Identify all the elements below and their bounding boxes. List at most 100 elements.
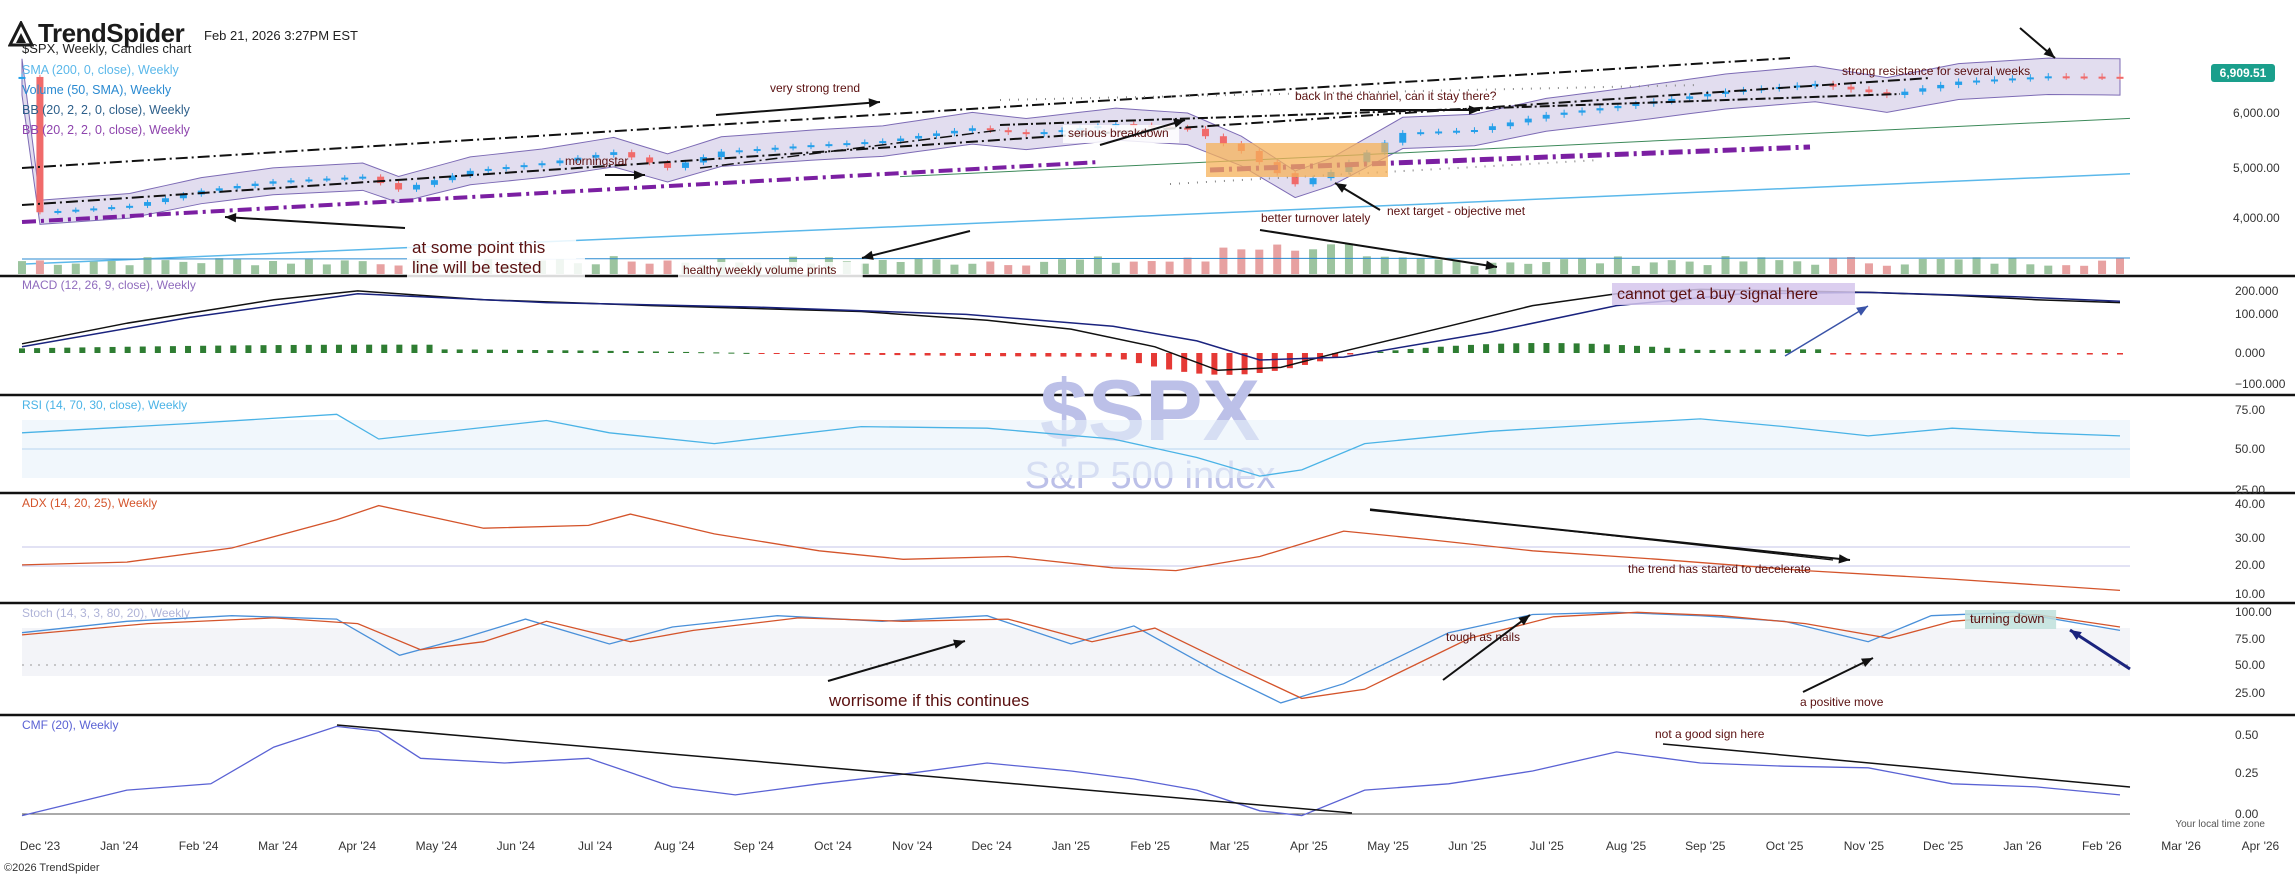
macd-histogram-bar	[1769, 349, 1776, 353]
volume-bar	[1022, 265, 1031, 274]
candle	[1022, 132, 1030, 135]
adx-line	[21, 504, 2121, 592]
stoch-d-line	[21, 611, 2121, 700]
candle	[1811, 83, 1819, 86]
volume-bar	[2080, 265, 2089, 274]
chart-title: $SPX, Weekly, Candles chart	[22, 41, 192, 56]
candle	[2098, 76, 2106, 79]
annotation-very-strong-trend: very strong trend	[770, 81, 860, 95]
volume-bar	[896, 261, 905, 274]
macd-histogram-bar	[154, 346, 161, 353]
macd-histogram-bar	[1347, 353, 1354, 355]
x-axis-label: Sep '24	[734, 839, 775, 853]
macd-histogram-bar	[441, 349, 448, 353]
annotation-tough-as-nails: tough as nails	[1446, 630, 1520, 644]
cmf-trend-line	[336, 724, 1353, 814]
macd-histogram-bar	[1377, 351, 1384, 353]
volume-bar	[1864, 263, 1873, 274]
macd-histogram-bar	[1573, 343, 1580, 353]
x-axis-label: Jun '25	[1448, 839, 1487, 853]
x-axis-label: Apr '26	[2242, 839, 2280, 853]
price-axis-tick: 4,000.00	[2233, 211, 2280, 225]
annotation-arrow	[1259, 229, 1498, 268]
indicator-legend[interactable]: SMA (200, 0, close), Weekly Volume (50, S…	[22, 60, 190, 140]
legend-item[interactable]: BB (20, 2, 2, 0, close), Weekly	[22, 103, 190, 117]
macd-axis-tick: 100.000	[2235, 307, 2279, 321]
candle	[377, 176, 385, 184]
macd-histogram-bar	[1815, 349, 1822, 353]
candle	[1704, 93, 1712, 97]
annotation-arrow	[2069, 628, 2131, 671]
volume-bar	[914, 258, 923, 274]
candle	[574, 157, 582, 161]
volume-bar	[2026, 264, 2035, 274]
x-axis-label: Apr '25	[1290, 839, 1328, 853]
macd-histogram-bar	[1422, 347, 1429, 353]
x-axis-label: Oct '24	[814, 839, 852, 853]
x-axis-label: May '24	[416, 839, 458, 853]
volume-bar	[1954, 259, 1963, 274]
candle	[664, 162, 672, 168]
macd-histogram-bar	[2026, 353, 2033, 355]
timezone-label[interactable]: Your local time zone	[2175, 819, 2265, 830]
macd-histogram-bar	[1860, 353, 1867, 355]
stoch-axis-tick: 75.00	[2235, 632, 2265, 646]
macd-histogram-bar	[1105, 353, 1112, 357]
annotation-cannot-buy: cannot get a buy signal here	[1617, 286, 1818, 303]
annotations: very strong trend morningstar serious brea…	[224, 27, 2131, 814]
macd-histogram-bar	[683, 351, 690, 353]
macd-histogram-bar	[1543, 342, 1550, 353]
channel-line	[699, 129, 1001, 169]
annotation-arrow	[1099, 119, 1186, 146]
arrowhead	[1468, 105, 1480, 115]
macd-histogram-bar	[245, 345, 252, 353]
macd-histogram-bar	[1634, 345, 1641, 353]
candle	[72, 209, 80, 212]
indicator-panes[interactable]: $SPXS&P 500 indexMACD (12, 26, 9, close)…	[19, 278, 2130, 817]
macd-histogram-bar	[185, 345, 192, 353]
macd-histogram-bar	[969, 353, 976, 356]
candle	[1542, 114, 1550, 119]
volume-bar	[1524, 263, 1533, 274]
upper-channel-line	[21, 57, 1791, 169]
volume-bar	[1380, 256, 1389, 274]
macd-histogram-bar	[1015, 353, 1022, 357]
legend-item[interactable]: Volume (50, SMA), Weekly	[22, 83, 172, 97]
annotation-arrow	[861, 230, 971, 259]
legend-item[interactable]: BB (20, 2, 2, 0, close), Weekly	[22, 123, 190, 137]
macd-histogram-bar	[818, 353, 825, 355]
annotation-arrow	[1442, 614, 1531, 681]
volume-bar	[1273, 244, 1282, 274]
x-axis-label: Apr '24	[338, 839, 376, 853]
volume-bar	[1416, 258, 1425, 274]
annotation-positive-move: a positive move	[1800, 695, 1884, 709]
macd-histogram-bar	[1241, 353, 1248, 375]
macd-label: MACD (12, 26, 9, close), Weekly	[22, 278, 196, 292]
volume-bar	[1506, 262, 1515, 274]
candle	[843, 143, 851, 146]
macd-histogram-bar	[517, 349, 524, 353]
highlight-box	[1206, 143, 1388, 177]
candle	[448, 175, 456, 181]
brand-logo[interactable]: TrendSpider	[8, 18, 185, 49]
volume-bar	[2116, 257, 2124, 274]
candle	[592, 154, 600, 158]
candle	[1847, 86, 1855, 90]
macd-histogram-bar	[984, 353, 991, 357]
arrowhead	[1861, 658, 1873, 668]
x-axis-label: Feb '26	[2082, 839, 2122, 853]
macd-histogram-bar	[94, 347, 101, 353]
macd-histogram-bar	[1513, 343, 1520, 353]
macd-histogram-bar	[366, 344, 373, 353]
candle	[717, 151, 725, 158]
macd-histogram-bar	[2056, 353, 2063, 355]
price-pane[interactable]	[18, 57, 2131, 265]
candle	[1668, 98, 1676, 102]
macd-histogram-bar	[139, 346, 146, 353]
candle	[395, 183, 403, 190]
macd-histogram-bar	[1271, 353, 1278, 371]
candle	[628, 152, 636, 158]
legend-item[interactable]: SMA (200, 0, close), Weekly	[22, 63, 179, 77]
volume-bar	[1721, 256, 1730, 274]
